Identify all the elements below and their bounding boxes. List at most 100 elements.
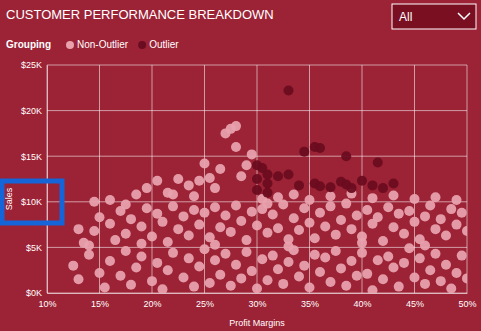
point <box>294 225 304 235</box>
tick-label: 45% <box>406 299 424 309</box>
point <box>252 221 262 231</box>
point <box>189 205 199 215</box>
point <box>347 183 357 193</box>
point <box>184 253 194 263</box>
point <box>168 248 178 258</box>
slicer[interactable]: All <box>392 4 476 29</box>
point <box>84 250 94 260</box>
point <box>336 215 346 225</box>
point <box>305 283 315 293</box>
grid-line <box>152 65 153 293</box>
grid-line <box>467 65 468 293</box>
slicer-value[interactable]: All <box>399 10 412 24</box>
point <box>399 229 409 239</box>
tick: $25K <box>21 60 47 70</box>
series <box>68 121 467 293</box>
tick: 25% <box>196 293 214 309</box>
point <box>457 251 467 261</box>
point <box>116 271 126 281</box>
point <box>221 210 231 220</box>
point <box>305 218 315 228</box>
point <box>131 190 141 200</box>
point <box>436 276 446 286</box>
point <box>263 228 273 238</box>
point <box>215 164 225 174</box>
y-axis-title: Sales <box>4 187 14 210</box>
point <box>89 197 99 207</box>
point <box>268 210 278 220</box>
point <box>194 262 204 272</box>
point <box>315 208 325 218</box>
slicer-box[interactable] <box>392 4 476 29</box>
point <box>326 201 336 211</box>
legend-marker <box>66 41 74 49</box>
point <box>137 252 147 262</box>
point <box>331 230 341 240</box>
tick: $10K <box>21 197 47 207</box>
point <box>242 160 252 170</box>
grid-line <box>47 65 467 66</box>
tick-label: $15K <box>21 152 42 162</box>
point <box>373 212 383 222</box>
point <box>179 211 189 221</box>
point <box>341 199 351 209</box>
tick: $20K <box>21 106 47 116</box>
point <box>184 231 194 241</box>
point <box>189 282 199 292</box>
point <box>105 256 115 266</box>
point <box>215 270 225 280</box>
point <box>116 206 126 216</box>
point <box>415 253 425 263</box>
legend-label: Non-Outlier <box>77 39 129 50</box>
grid-line <box>309 65 310 293</box>
point <box>331 246 341 256</box>
point <box>121 246 131 256</box>
point <box>299 261 309 271</box>
slicer-chevron[interactable] <box>458 13 470 19</box>
x-axis-title: Profit Margins <box>229 318 285 328</box>
axis-line <box>48 293 468 294</box>
background <box>0 0 481 331</box>
title: CUSTOMER PERFORMANCE BREAKDOWN <box>6 7 274 22</box>
point <box>152 176 162 186</box>
point <box>289 190 299 200</box>
point <box>89 226 99 236</box>
point <box>231 121 241 131</box>
point <box>158 284 168 293</box>
point <box>142 203 152 213</box>
point <box>278 200 288 210</box>
point <box>446 283 456 293</box>
tick: 30% <box>248 293 266 309</box>
point <box>352 271 362 281</box>
point <box>399 258 409 268</box>
point <box>452 195 462 205</box>
point <box>105 219 115 229</box>
highlight-box <box>2 181 62 223</box>
point <box>263 275 273 285</box>
point <box>305 195 315 205</box>
point <box>173 174 183 184</box>
point <box>252 185 262 195</box>
point <box>326 191 336 201</box>
legend-title: Grouping <box>6 39 51 50</box>
chart: CUSTOMER PERFORMANCE BREAKDOWN All Groupin… <box>0 0 481 331</box>
tick: 45% <box>406 293 424 309</box>
point <box>168 201 178 211</box>
point <box>158 217 168 227</box>
point <box>326 277 336 287</box>
point <box>163 237 173 247</box>
point <box>74 224 84 234</box>
point <box>457 208 467 218</box>
point <box>347 224 357 234</box>
point <box>205 278 215 288</box>
tick: 15% <box>91 293 109 309</box>
point <box>431 224 441 234</box>
point <box>210 240 220 250</box>
point <box>215 222 225 232</box>
tick-label: $0K <box>26 288 42 298</box>
point <box>179 272 189 282</box>
point <box>389 190 399 200</box>
point <box>126 214 136 224</box>
point <box>226 281 236 291</box>
legend-marker <box>138 41 146 49</box>
